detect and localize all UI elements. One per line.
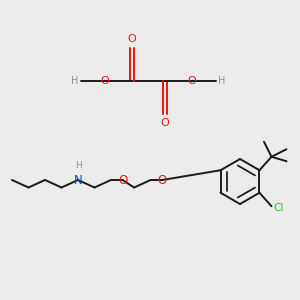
Text: H: H bbox=[218, 76, 226, 86]
Text: H: H bbox=[71, 76, 79, 86]
Text: O: O bbox=[128, 34, 136, 44]
Text: Cl: Cl bbox=[273, 203, 283, 213]
Text: N: N bbox=[74, 173, 82, 187]
Text: O: O bbox=[158, 173, 167, 187]
Text: O: O bbox=[188, 76, 196, 86]
Text: O: O bbox=[100, 76, 109, 86]
Text: O: O bbox=[118, 173, 127, 187]
Text: O: O bbox=[160, 118, 169, 128]
Text: H: H bbox=[75, 160, 81, 169]
